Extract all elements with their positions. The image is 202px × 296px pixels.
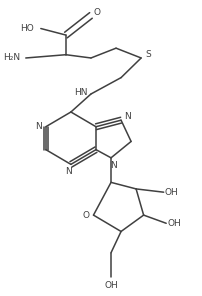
Text: OH: OH (104, 281, 118, 290)
Text: N: N (124, 112, 131, 121)
Text: S: S (145, 50, 151, 59)
Text: H₂N: H₂N (3, 54, 21, 62)
Text: HO: HO (20, 24, 34, 33)
Text: HN: HN (74, 88, 87, 97)
Text: N: N (110, 160, 117, 170)
Text: O: O (94, 8, 101, 17)
Text: OH: OH (165, 188, 179, 197)
Text: N: N (35, 122, 42, 131)
Text: O: O (82, 211, 89, 220)
Text: OH: OH (167, 219, 181, 228)
Text: N: N (65, 167, 72, 176)
